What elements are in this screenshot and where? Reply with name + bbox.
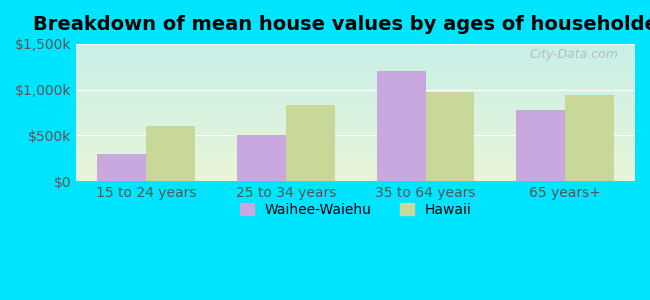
Bar [146, 126, 195, 181]
Bar [516, 110, 565, 181]
Bar [426, 92, 474, 181]
Bar [376, 71, 426, 181]
Bar [98, 154, 146, 181]
Legend: Waihee-Waiehu, Hawaii: Waihee-Waiehu, Hawaii [235, 197, 477, 222]
Text: City-Data.com: City-Data.com [529, 48, 618, 61]
Bar [286, 105, 335, 181]
Bar [237, 135, 286, 181]
Bar [565, 95, 614, 181]
Title: Breakdown of mean house values by ages of householders: Breakdown of mean house values by ages o… [32, 15, 650, 34]
